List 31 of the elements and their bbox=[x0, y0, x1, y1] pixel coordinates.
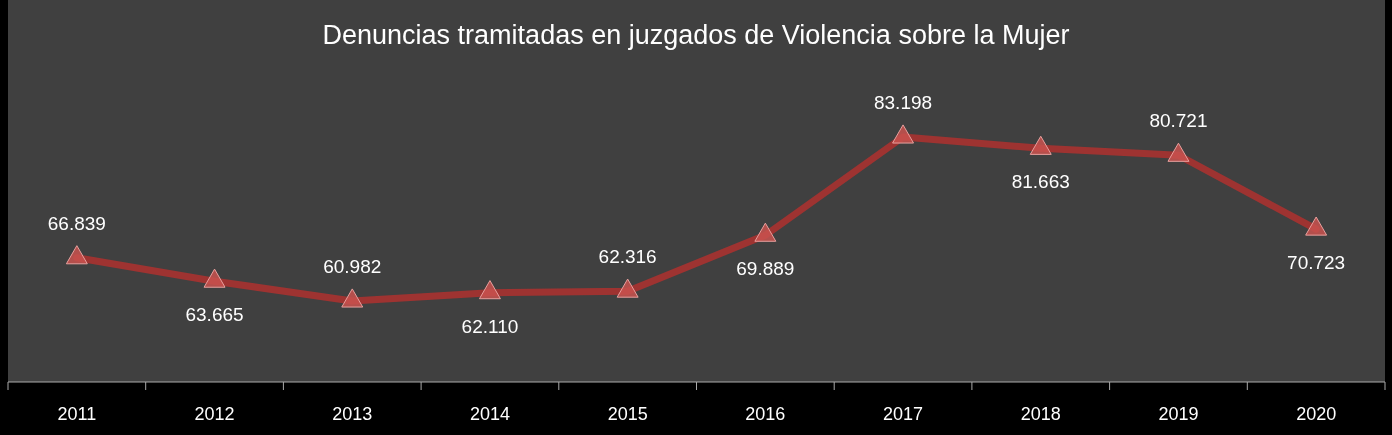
point bbox=[1305, 216, 1328, 236]
point bbox=[1167, 142, 1190, 162]
chart-title: Denuncias tramitadas en juzgados de Violencia sobre la Mujer bbox=[322, 20, 1070, 50]
data-label: 81.663 bbox=[1011, 171, 1070, 193]
x-tick-label: 2013 bbox=[332, 404, 373, 424]
data-label: 62.110 bbox=[461, 315, 519, 337]
point bbox=[203, 268, 226, 288]
point bbox=[892, 124, 915, 144]
data-label: 62.316 bbox=[598, 246, 657, 268]
x-tick-label: 2014 bbox=[469, 404, 510, 424]
data-label: 69.889 bbox=[736, 258, 795, 280]
data-label: 66.839 bbox=[47, 212, 106, 234]
data-label: 70.723 bbox=[1287, 252, 1346, 274]
data-label: 63.665 bbox=[185, 304, 244, 326]
x-tick-label: 2019 bbox=[1158, 404, 1199, 424]
x-tick-label: 2020 bbox=[1296, 404, 1337, 424]
x-tick-label: 2018 bbox=[1020, 404, 1061, 424]
x-tick-label: 2012 bbox=[194, 404, 235, 424]
data-label: 60.982 bbox=[323, 256, 382, 277]
x-tick-label: 2017 bbox=[883, 404, 924, 424]
point bbox=[1029, 135, 1052, 155]
point bbox=[478, 280, 501, 300]
x-tick-label: 2015 bbox=[607, 404, 648, 424]
point bbox=[754, 222, 777, 242]
x-tick-label: 2016 bbox=[745, 404, 786, 424]
point bbox=[616, 278, 639, 298]
point bbox=[341, 288, 364, 308]
data-label: 83.198 bbox=[873, 92, 933, 113]
x-tick-label: 2011 bbox=[57, 404, 97, 424]
point bbox=[65, 245, 88, 265]
data-label: 80.721 bbox=[1149, 110, 1208, 132]
